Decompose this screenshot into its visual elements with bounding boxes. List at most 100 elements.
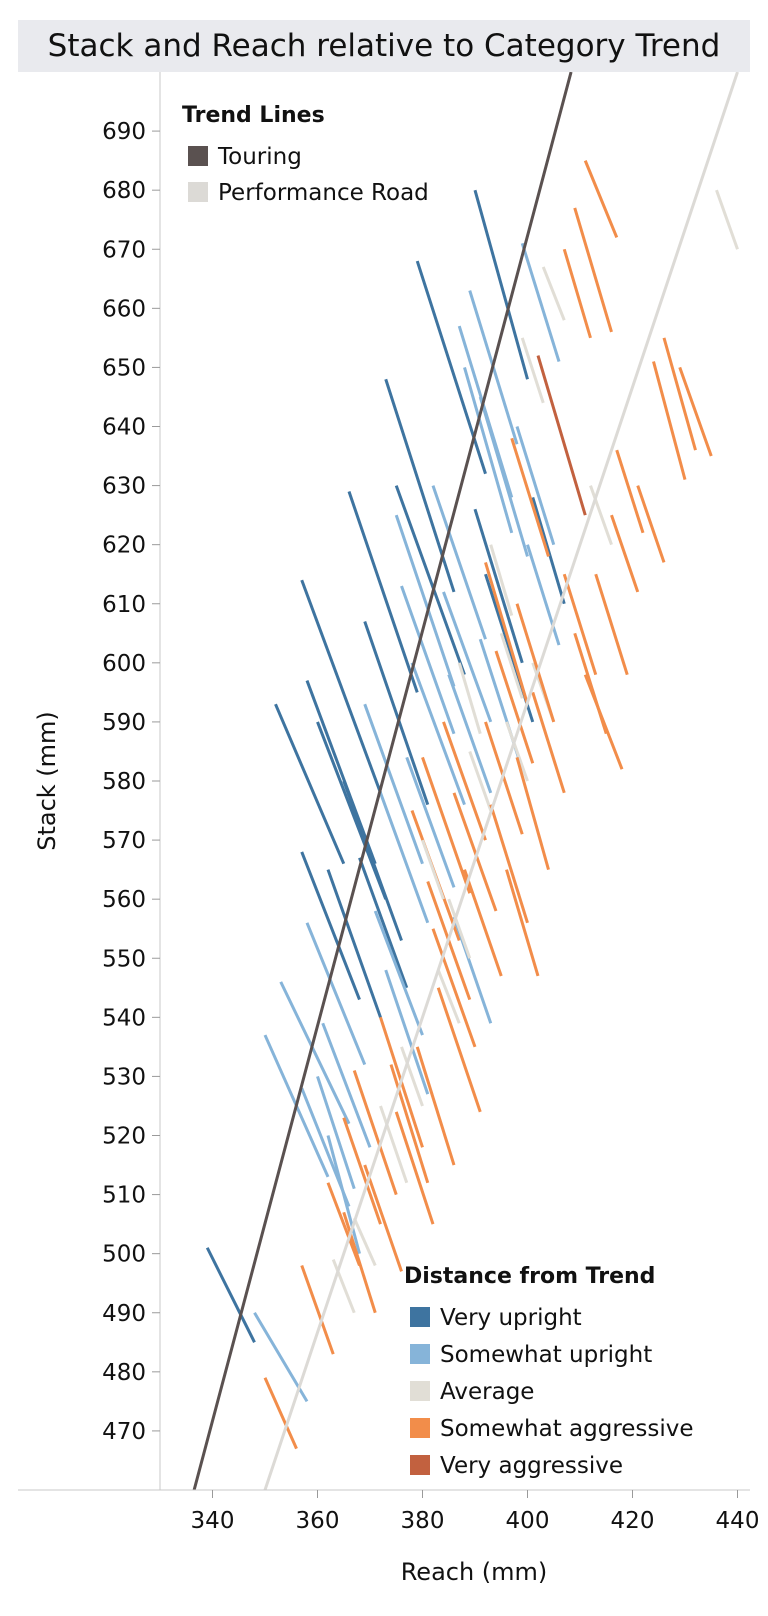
legend-label-very-upright: Very upright — [440, 1305, 582, 1331]
segment-average — [457, 662, 482, 735]
segment-very-upright — [358, 857, 409, 989]
segment-somewhat-upright — [431, 485, 487, 640]
segment-very-aggressive — [536, 355, 587, 516]
legend-label-performance-road: Performance Road — [218, 180, 429, 206]
segment-somewhat-upright — [321, 1022, 372, 1148]
y-tick-label: 560 — [102, 887, 146, 913]
y-tick-label: 660 — [102, 296, 146, 322]
segment-somewhat-aggressive — [652, 361, 687, 481]
segment-somewhat-aggressive — [636, 485, 666, 563]
axes: 470 480 490 500 510 520 530 540 550 560 570 580 590 6… — [18, 72, 759, 1586]
segment-average — [447, 898, 472, 959]
legend-swatch-average — [410, 1381, 430, 1401]
x-tick-label: 420 — [611, 1508, 655, 1534]
x-tick-label: 440 — [716, 1508, 760, 1534]
segment-somewhat-upright — [384, 969, 430, 1095]
y-tick-label: 610 — [102, 592, 146, 618]
segment-somewhat-aggressive — [363, 1164, 403, 1272]
y-tick-label: 580 — [102, 769, 146, 795]
legend-swatch-performance-road — [188, 182, 208, 202]
y-tick-label: 550 — [102, 946, 146, 972]
y-tick-label: 620 — [102, 533, 146, 559]
segment-average — [489, 544, 514, 616]
title-bar: Stack and Reach relative to Category Tre… — [18, 20, 750, 72]
segment-somewhat-upright — [400, 585, 456, 735]
segment-very-upright — [394, 485, 466, 676]
segment-somewhat-aggressive — [326, 1182, 361, 1267]
legend-swatch-somewhat-aggressive — [410, 1418, 430, 1438]
segment-average — [400, 1046, 424, 1107]
segment-somewhat-aggressive — [594, 573, 629, 676]
x-tick-label: 400 — [506, 1508, 550, 1534]
legend-label-touring: Touring — [217, 144, 302, 170]
segment-somewhat-aggressive — [662, 337, 697, 451]
y-tick-label: 670 — [102, 237, 146, 263]
legend-label-somewhat-aggressive: Somewhat aggressive — [440, 1416, 694, 1442]
legend-swatch-very-aggressive — [410, 1455, 430, 1475]
segment-somewhat-upright — [478, 396, 529, 557]
y-tick-label: 510 — [102, 1183, 146, 1209]
y-tick-label: 590 — [102, 710, 146, 736]
y-tick-label: 530 — [102, 1064, 146, 1090]
legend-swatch-somewhat-upright — [410, 1344, 430, 1364]
legend-swatch-touring — [188, 146, 208, 166]
segment-very-upright — [384, 378, 456, 593]
segment-somewhat-aggressive — [573, 207, 613, 333]
y-tick-label: 630 — [102, 474, 146, 500]
segment-very-upright — [415, 260, 487, 475]
segment-somewhat-upright — [515, 426, 556, 546]
segment-somewhat-upright — [363, 703, 424, 865]
segment-somewhat-upright — [394, 514, 456, 687]
segment-somewhat-upright — [305, 922, 367, 1066]
y-tick-label: 470 — [102, 1419, 146, 1445]
segment-somewhat-upright — [326, 1135, 361, 1255]
segment-somewhat-aggressive — [421, 756, 472, 894]
segment-average — [379, 1105, 409, 1184]
segment-somewhat-upright — [405, 756, 456, 888]
segment-somewhat-aggressive — [489, 804, 529, 924]
y-axis-title: Stack (mm) — [33, 711, 61, 851]
segment-somewhat-aggressive — [510, 437, 550, 557]
segment-very-upright — [326, 869, 382, 1018]
segment-somewhat-upright — [526, 544, 561, 646]
segment-somewhat-aggressive — [505, 869, 540, 977]
legend-label-average: Average — [440, 1379, 534, 1405]
distance-legend: Distance from Trend Very upright Somewhat … — [404, 1264, 694, 1479]
segment-very-upright — [300, 851, 361, 1001]
y-tick-label: 480 — [102, 1360, 146, 1386]
segment-somewhat-aggressive — [610, 514, 640, 593]
y-tick-label: 600 — [102, 651, 146, 677]
segment-somewhat-upright — [410, 662, 466, 806]
segment-very-upright — [347, 491, 419, 693]
y-tick-label: 690 — [102, 119, 146, 145]
segment-somewhat-aggressive — [342, 1211, 377, 1314]
data-segments — [205, 160, 739, 1450]
segment-average — [331, 1259, 356, 1314]
y-tick-label: 640 — [102, 415, 146, 441]
trend-legend-title: Trend Lines — [182, 103, 325, 128]
segment-somewhat-aggressive — [484, 561, 529, 705]
segment-somewhat-aggressive — [415, 1046, 456, 1166]
segment-very-upright — [531, 496, 566, 605]
segment-somewhat-upright — [316, 1075, 356, 1190]
x-tick-label: 340 — [191, 1508, 235, 1534]
segment-somewhat-upright — [447, 674, 493, 794]
segment-somewhat-upright — [379, 792, 430, 924]
y-tick-label: 540 — [102, 1005, 146, 1031]
x-tick-label: 380 — [401, 1508, 445, 1534]
x-tick-label: 360 — [296, 1508, 340, 1534]
segment-average — [589, 485, 613, 546]
segment-average — [520, 337, 545, 404]
segment-average — [499, 632, 524, 699]
segment-average — [421, 839, 445, 900]
segment-average — [468, 750, 493, 812]
segment-somewhat-aggressive — [562, 573, 598, 676]
segment-somewhat-aggressive — [442, 721, 487, 841]
y-tick-label: 680 — [102, 178, 146, 204]
chart-title: Stack and Reach relative to Category Tre… — [47, 28, 721, 64]
legend-label-very-aggressive: Very aggressive — [440, 1453, 623, 1479]
segment-somewhat-aggressive — [494, 650, 535, 764]
segment-somewhat-upright — [463, 367, 514, 534]
legend-label-somewhat-upright: Somewhat upright — [440, 1342, 652, 1368]
